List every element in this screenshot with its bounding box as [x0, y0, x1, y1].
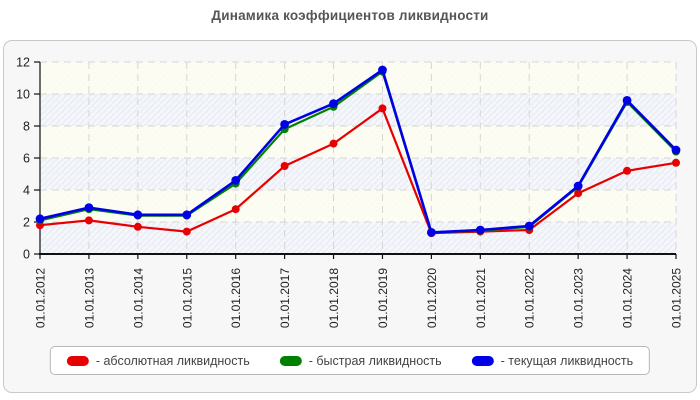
svg-text:01.01.2020: 01.01.2020	[425, 268, 439, 328]
data-point	[671, 145, 681, 155]
data-point	[329, 139, 338, 148]
legend-label-current: - текущая ликвидность	[500, 353, 634, 368]
svg-text:01.01.2025: 01.01.2025	[670, 268, 684, 328]
svg-text:01.01.2018: 01.01.2018	[327, 268, 341, 328]
data-point	[84, 203, 94, 213]
chart-panel: 0 2 4 6 8 10 12 01.01.2012 01.01.2013 01.01.2014 0…	[3, 40, 697, 393]
svg-text:4: 4	[23, 184, 30, 198]
data-point	[623, 166, 632, 175]
legend-item-absolute-liquidity: - абсолютная ликвидность	[66, 353, 250, 368]
data-point	[622, 96, 632, 105]
series-2	[35, 65, 681, 237]
data-point	[84, 216, 93, 225]
svg-text:01.01.2024: 01.01.2024	[621, 268, 635, 328]
y-axis-labels: 0 2 4 6 8 10 12	[16, 56, 40, 262]
x-axis-labels: 01.01.2012 01.01.2013 01.01.2014 01.01.2015…	[34, 254, 684, 328]
svg-text:12: 12	[16, 56, 30, 70]
data-point	[475, 225, 485, 235]
data-point	[524, 221, 534, 231]
legend-swatch-blue-icon	[471, 355, 494, 366]
data-point	[182, 210, 192, 220]
svg-text:01.01.2023: 01.01.2023	[572, 268, 586, 328]
data-point	[378, 104, 387, 113]
svg-text:01.01.2012: 01.01.2012	[34, 268, 48, 328]
data-point	[231, 176, 241, 185]
svg-text:2: 2	[23, 216, 30, 230]
data-point	[329, 99, 338, 108]
svg-text:8: 8	[23, 120, 30, 134]
svg-text:01.01.2013: 01.01.2013	[82, 268, 96, 328]
svg-text:01.01.2015: 01.01.2015	[180, 268, 194, 328]
data-point	[133, 210, 143, 220]
data-point	[378, 65, 387, 75]
svg-text:01.01.2016: 01.01.2016	[229, 268, 243, 328]
svg-text:10: 10	[16, 88, 30, 102]
data-point	[426, 228, 436, 237]
legend-swatch-green-icon	[279, 355, 302, 366]
chart-title: Динамика коэффициентов ликвидности	[211, 8, 489, 23]
data-point	[35, 214, 45, 224]
data-point	[231, 205, 240, 214]
data-point	[182, 227, 191, 236]
svg-text:6: 6	[23, 152, 30, 166]
data-point	[133, 222, 142, 231]
legend-item-quick-liquidity: - быстрая ликвидность	[279, 353, 442, 368]
svg-text:01.01.2014: 01.01.2014	[131, 268, 145, 328]
legend-item-current-liquidity: - текущая ликвидность	[471, 353, 634, 368]
legend-label-quick: - быстрая ликвидность	[308, 353, 442, 368]
svg-text:01.01.2022: 01.01.2022	[523, 268, 537, 328]
svg-text:01.01.2019: 01.01.2019	[376, 268, 390, 328]
legend-swatch-red-icon	[66, 355, 89, 366]
svg-text:0: 0	[23, 248, 30, 262]
legend: - абсолютная ликвидность - быстрая ликви…	[49, 346, 651, 375]
legend-label-absolute: - абсолютная ликвидность	[95, 353, 250, 368]
svg-text:01.01.2021: 01.01.2021	[474, 268, 488, 328]
data-point	[672, 158, 680, 167]
data-point	[280, 120, 290, 129]
data-point	[573, 181, 583, 191]
svg-text:01.01.2017: 01.01.2017	[278, 268, 292, 328]
data-point	[280, 162, 289, 170]
data-point	[574, 189, 583, 198]
